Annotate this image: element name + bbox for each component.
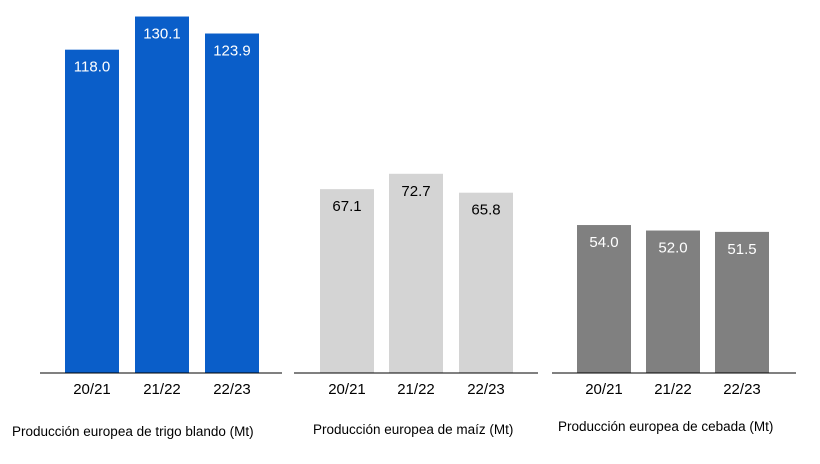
x-tick-label: 21/22 xyxy=(654,381,692,398)
chart-panel-3: 54.0 20/21 52.0 21/22 51.5 22/23 Producción eu… xyxy=(552,225,796,434)
data-label: 51.5 xyxy=(727,241,756,258)
data-label: 118.0 xyxy=(74,59,110,76)
bar-2-20-21 xyxy=(320,189,374,373)
bar-1-22-23 xyxy=(205,33,259,373)
data-label: 123.9 xyxy=(213,43,251,60)
x-tick-label: 21/22 xyxy=(397,381,435,398)
x-tick-label: 20/21 xyxy=(585,381,623,398)
bar-3-22-23 xyxy=(715,231,769,373)
chart-caption: Producción europea de trigo blando (Mt) xyxy=(12,424,254,439)
bar-2-22-23 xyxy=(459,192,513,373)
bar-1-21-22 xyxy=(135,16,189,373)
bar-3-20-21 xyxy=(577,225,631,373)
chart-caption: Producción europea de cebada (Mt) xyxy=(558,419,773,434)
data-label: 65.8 xyxy=(471,202,500,219)
x-tick-label: 20/21 xyxy=(328,381,366,398)
data-label: 52.0 xyxy=(658,240,687,257)
data-label: 130.1 xyxy=(143,26,181,43)
chart-panel-1: 118.0 20/21 130.1 21/22 123.9 22/23 Producción… xyxy=(12,16,282,439)
chart-panel-2: 67.1 20/21 72.7 21/22 65.8 22/23 Producción eu… xyxy=(294,173,538,437)
x-tick-label: 20/21 xyxy=(73,381,111,398)
data-label: 54.0 xyxy=(589,234,618,251)
data-label: 67.1 xyxy=(332,198,361,215)
chart-caption: Producción europea de maíz (Mt) xyxy=(313,422,513,437)
data-label: 72.7 xyxy=(401,183,430,200)
x-tick-label: 22/23 xyxy=(723,381,761,398)
x-tick-label: 21/22 xyxy=(143,381,181,398)
x-tick-label: 22/23 xyxy=(213,381,251,398)
x-tick-label: 22/23 xyxy=(467,381,505,398)
bar-2-21-22 xyxy=(389,173,443,373)
bar-1-20-21 xyxy=(65,49,119,374)
bar-3-21-22 xyxy=(646,230,700,373)
